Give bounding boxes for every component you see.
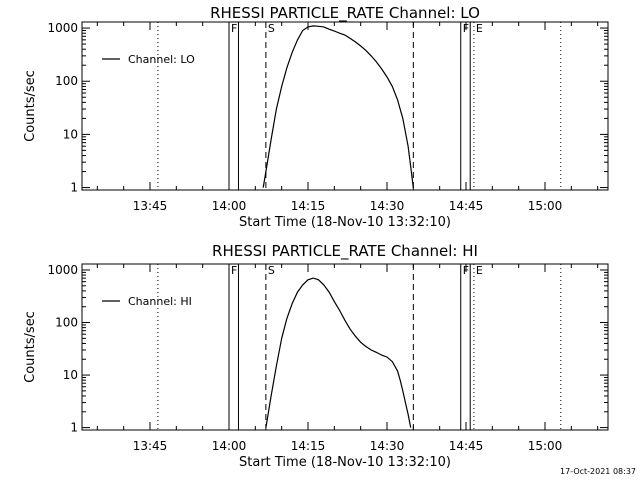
chart-title: RHESSI PARTICLE_RATE Channel: LO — [210, 4, 480, 23]
x-tick-label: 14:30 — [370, 439, 405, 453]
hi-channel-panel: RHESSI PARTICLE_RATE Channel: HI 1 10 100 10… — [23, 242, 609, 470]
x-axis-label: Start Time (18-Nov-10 13:32:10) — [239, 455, 451, 470]
plot-frame — [81, 21, 609, 191]
x-tick-label: 15:00 — [528, 439, 563, 453]
marker-label: S — [268, 264, 275, 277]
marker-label: E — [476, 22, 483, 35]
x-tick-label: 14:45 — [449, 439, 484, 453]
x-tick-label: 14:00 — [212, 439, 247, 453]
y-tick-label: 1000 — [47, 21, 78, 35]
series-line — [265, 277, 412, 428]
x-tick-label: 15:00 — [528, 199, 563, 213]
x-tick-label: 13:45 — [133, 199, 168, 213]
series-line — [262, 25, 414, 188]
marker-label: E — [476, 264, 483, 277]
y-tick-label: 10 — [63, 368, 78, 382]
y-axis-label: Counts/sec — [23, 311, 38, 383]
lo-channel-panel: RHESSI PARTICLE_RATE Channel: LO 1 10 100 10… — [23, 4, 609, 230]
x-tick-label: 13:45 — [133, 439, 168, 453]
marker-label: F — [231, 22, 237, 35]
y-tick-label: 100 — [55, 74, 78, 88]
x-axis-label: Start Time (18-Nov-10 13:32:10) — [239, 215, 451, 230]
legend-label: Channel: HI — [128, 295, 192, 308]
x-tick-label: 14:15 — [291, 439, 326, 453]
marker-label: S — [268, 22, 275, 35]
x-tick-label: 14:30 — [370, 199, 405, 213]
y-tick-label: 10 — [63, 127, 78, 141]
marker-label: F — [231, 264, 237, 277]
y-tick-label: 1000 — [47, 263, 78, 277]
y-tick-label: 1 — [70, 181, 78, 195]
y-axis-label: Counts/sec — [23, 70, 38, 142]
timestamp-footer: 17-Oct-2021 08:37 — [560, 467, 636, 476]
x-tick-label: 14:15 — [291, 199, 326, 213]
marker-label: F — [463, 22, 469, 35]
marker-label: F — [463, 264, 469, 277]
x-tick-label: 14:45 — [449, 199, 484, 213]
chart-title: RHESSI PARTICLE_RATE Channel: HI — [212, 242, 478, 261]
y-tick-label: 100 — [55, 316, 78, 330]
legend-label: Channel: LO — [128, 53, 195, 66]
x-tick-label: 14:00 — [212, 199, 247, 213]
plot-frame — [81, 263, 609, 431]
y-tick-label: 1 — [70, 421, 78, 435]
